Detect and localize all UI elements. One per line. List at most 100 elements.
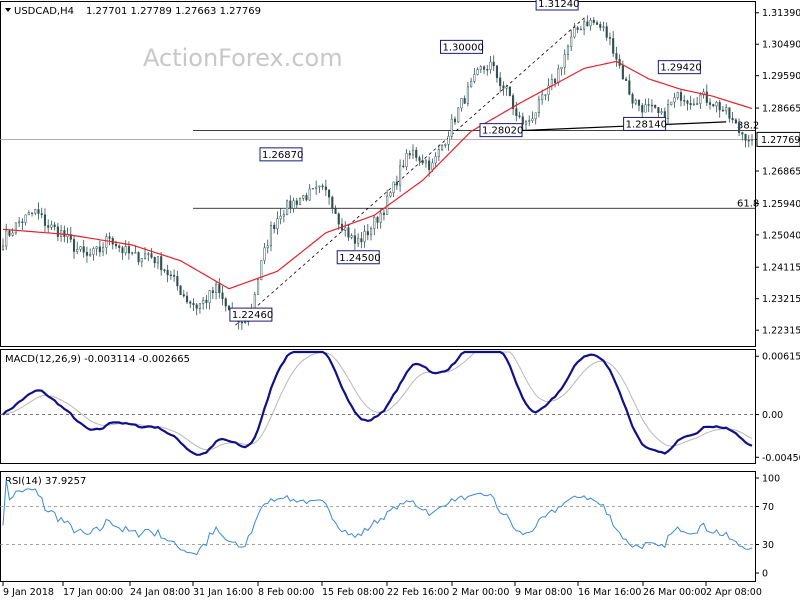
collapse-triangle-icon[interactable]	[5, 8, 11, 12]
price-tick-label: 1.30490	[762, 40, 800, 51]
candle-body	[528, 120, 531, 122]
moving-average-line	[2, 60, 753, 290]
macd-y-axis: 0.006152 0.00 -0.004509	[0, 352, 800, 464]
candle-body	[628, 80, 631, 95]
candle-body	[140, 258, 143, 263]
candle-body	[395, 181, 398, 186]
candle-body	[163, 269, 166, 271]
candle-body	[631, 94, 634, 104]
price-tick-label: 1.29590	[762, 71, 800, 82]
x-tick-label: 31 Jan 16:00	[193, 587, 253, 598]
candle-body	[308, 188, 311, 201]
candle-body	[586, 21, 589, 27]
macd-main-line	[2, 350, 753, 456]
price-tick-label: 1.25040	[762, 230, 800, 241]
candle-body	[741, 132, 744, 135]
candle-body	[460, 98, 463, 109]
x-tick-label: 2 Mar 00:00	[452, 587, 509, 598]
candle-body	[37, 209, 40, 214]
candle-body	[625, 78, 628, 81]
candle-body	[266, 245, 269, 249]
candle-body	[457, 107, 460, 123]
candle-body	[411, 149, 415, 156]
rsi-line	[2, 479, 753, 556]
rsi-panel-frame	[0, 471, 756, 582]
candle-body	[289, 200, 292, 209]
price-tick-label: 1.23215	[762, 294, 800, 305]
candle-body	[53, 224, 56, 228]
candle-body	[612, 38, 615, 54]
candle-body	[11, 232, 14, 236]
candle-body	[202, 299, 205, 304]
candle-body	[160, 256, 163, 271]
candle-body	[79, 246, 82, 250]
price-annotation-label: 1.26870	[262, 150, 303, 161]
price-annotation-box	[479, 123, 523, 138]
candle-body	[492, 61, 495, 67]
candle-body	[644, 104, 647, 113]
candle-body	[676, 92, 679, 98]
candle-body	[295, 200, 298, 205]
candle-body	[476, 69, 479, 75]
candle-body	[512, 95, 515, 109]
candle-body	[166, 270, 169, 276]
candle-body	[599, 24, 602, 28]
candle-body	[360, 238, 363, 243]
macd-tick-label: -0.004509	[762, 453, 800, 464]
candle-body	[224, 298, 227, 307]
price-header: USDCAD,H4 1.27701 1.27789 1.27663 1.2776…	[5, 6, 261, 17]
candle-body	[211, 290, 214, 294]
candle-body	[34, 209, 37, 214]
candle-body	[408, 153, 411, 156]
candle-body	[305, 195, 308, 201]
candle-body	[660, 111, 663, 113]
candle-body	[147, 253, 150, 255]
candle-body	[734, 119, 737, 124]
current-price-box	[756, 131, 800, 147]
candle-body	[583, 21, 586, 30]
candle-body	[82, 246, 85, 253]
candle-body	[524, 121, 528, 125]
candle-body	[654, 104, 657, 108]
candle-body	[560, 66, 563, 70]
candle-body	[389, 192, 392, 197]
candle-body	[721, 109, 724, 112]
candle-body	[670, 101, 673, 105]
candle-body	[450, 118, 453, 137]
candle-body	[376, 217, 379, 223]
candle-body	[686, 100, 689, 104]
candle-body	[557, 68, 560, 83]
candle-body	[495, 65, 499, 79]
candle-body	[595, 22, 599, 25]
candle-body	[76, 248, 79, 252]
macd-panel-frame	[0, 349, 756, 464]
candle-body	[337, 213, 340, 225]
candle-body	[521, 116, 524, 125]
candle-body	[366, 231, 369, 236]
rsi-tick-label: 70	[762, 502, 774, 513]
candle-body	[466, 86, 469, 104]
candle-body	[531, 118, 534, 121]
price-annotation-label: 1.31240	[538, 0, 579, 10]
candle-body	[579, 28, 582, 31]
price-y-axis: 1.313901.304901.295901.286651.277651.268…	[755, 8, 800, 337]
candle-body	[379, 212, 382, 223]
candle-body	[641, 105, 644, 113]
candle-body	[334, 208, 337, 215]
candle-body	[31, 212, 34, 214]
x-tick-label: 9 Mar 08:00	[515, 587, 572, 598]
candle-body	[605, 26, 608, 38]
candle-body	[447, 135, 450, 145]
watermark: ActionForex.com	[143, 44, 343, 72]
trend-lines	[235, 17, 727, 326]
candle-body	[14, 222, 17, 234]
rsi-tick-label: 30	[762, 540, 774, 551]
candle-body	[728, 107, 731, 119]
candle-body	[692, 103, 695, 106]
macd-tick-label: 0.00	[762, 410, 783, 421]
candle-body	[169, 274, 172, 277]
price-tick-label: 1.26865	[762, 167, 800, 178]
candle-body	[321, 185, 324, 188]
candle-body	[131, 252, 134, 254]
candle-body	[486, 69, 489, 71]
